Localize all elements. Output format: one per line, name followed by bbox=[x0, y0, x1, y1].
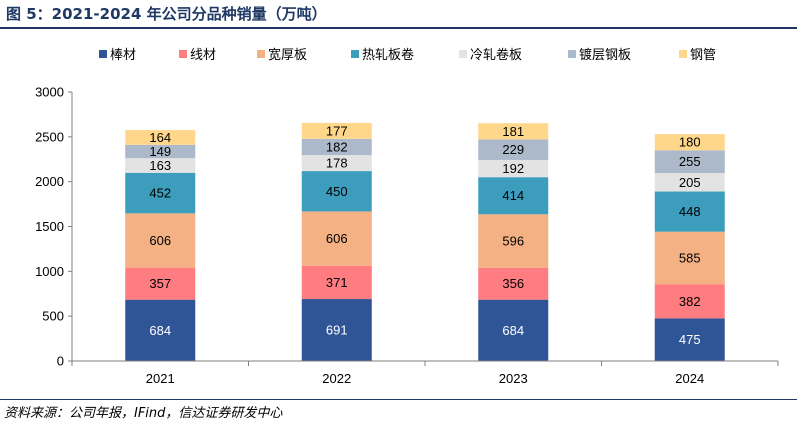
data-label: 448 bbox=[679, 204, 701, 219]
bar-segment bbox=[654, 134, 725, 151]
data-label: 691 bbox=[326, 323, 348, 338]
bar-segment bbox=[478, 299, 549, 361]
bar-segment bbox=[654, 318, 725, 361]
bar-segment bbox=[125, 144, 196, 159]
data-label: 684 bbox=[502, 323, 524, 338]
legend-label: 钢管 bbox=[690, 48, 716, 63]
source-note: 资料来源：公司年报，IFind，信达证券研发中心 bbox=[4, 406, 283, 421]
bar-segment bbox=[478, 267, 549, 300]
legend-swatch bbox=[257, 50, 265, 58]
bar-segment bbox=[478, 139, 549, 160]
bar-segment bbox=[654, 284, 725, 319]
bar-segment bbox=[125, 213, 196, 268]
bar-stacks: 6843576064521631491646913716064501781821… bbox=[125, 122, 725, 361]
legend-label: 镀层钢板 bbox=[579, 47, 631, 63]
legend-swatch bbox=[99, 50, 107, 58]
data-label: 163 bbox=[149, 158, 171, 173]
legend-label: 热轧板卷 bbox=[362, 47, 414, 63]
data-label: 181 bbox=[502, 124, 524, 139]
bar-segment bbox=[125, 172, 196, 214]
bar-segment bbox=[301, 299, 372, 361]
data-label: 164 bbox=[149, 130, 171, 145]
data-label: 149 bbox=[149, 144, 171, 159]
bar-segment bbox=[125, 130, 196, 145]
source-rule bbox=[0, 399, 797, 400]
data-label: 371 bbox=[326, 275, 348, 290]
y-tick-label: 3000 bbox=[35, 85, 64, 100]
data-label: 414 bbox=[502, 188, 524, 203]
data-label: 596 bbox=[502, 234, 524, 249]
bar-segment bbox=[125, 158, 196, 173]
data-label: 684 bbox=[149, 323, 171, 338]
data-label: 182 bbox=[326, 139, 348, 154]
title-rule bbox=[0, 27, 797, 29]
data-label: 255 bbox=[679, 154, 701, 169]
legend-label: 冷轧卷板 bbox=[470, 47, 522, 63]
data-label: 229 bbox=[502, 142, 524, 157]
bar-segment bbox=[654, 173, 725, 192]
bar-segment bbox=[478, 214, 549, 268]
y-tick-label: 2500 bbox=[35, 129, 64, 144]
data-label: 382 bbox=[679, 294, 701, 309]
bar-segment bbox=[478, 177, 549, 215]
bar-segment bbox=[301, 211, 372, 266]
data-label: 177 bbox=[326, 123, 348, 138]
legend-label: 棒材 bbox=[110, 48, 136, 63]
y-tick-label: 2000 bbox=[35, 174, 64, 189]
x-tick-label: 2021 bbox=[146, 371, 175, 386]
y-tick-label: 500 bbox=[42, 309, 64, 324]
data-label: 192 bbox=[502, 161, 524, 176]
bar-segment bbox=[301, 171, 372, 212]
legend-label: 宽厚板 bbox=[268, 47, 307, 63]
chart-legend: 棒材 线材 宽厚板 热轧板卷 冷轧卷板 镀层钢板 钢管 bbox=[99, 47, 716, 63]
y-axis: 0 500 1000 1500 2000 2500 3000 bbox=[35, 85, 73, 369]
data-label: 452 bbox=[149, 186, 171, 201]
bar-segment bbox=[301, 138, 372, 156]
y-tick-label: 0 bbox=[57, 354, 64, 369]
y-tick-label: 1000 bbox=[35, 264, 64, 279]
data-label: 450 bbox=[326, 184, 348, 199]
data-label: 475 bbox=[679, 332, 701, 347]
data-label: 178 bbox=[326, 156, 348, 171]
legend-swatch bbox=[179, 50, 187, 58]
legend-swatch bbox=[459, 50, 467, 58]
bar-segment bbox=[301, 155, 372, 172]
x-tick-label: 2023 bbox=[499, 371, 528, 386]
bar-segment bbox=[301, 265, 372, 300]
x-axis: 2021 2022 2023 2024 bbox=[71, 360, 779, 386]
bar-segment bbox=[654, 150, 725, 174]
legend-label: 线材 bbox=[190, 48, 216, 63]
legend-swatch bbox=[679, 50, 687, 58]
x-tick-label: 2022 bbox=[322, 371, 351, 386]
data-label: 606 bbox=[149, 233, 171, 248]
bar-segment bbox=[125, 299, 196, 361]
data-label: 357 bbox=[149, 276, 171, 291]
bar-segment bbox=[654, 231, 725, 285]
data-label: 356 bbox=[502, 276, 524, 291]
figure-title: 图 5：2021-2024 年公司分品种销量（万吨） bbox=[6, 5, 327, 23]
bar-segment bbox=[301, 122, 372, 139]
bar-segment bbox=[654, 191, 725, 232]
bar-segment bbox=[478, 123, 549, 140]
legend-swatch bbox=[351, 50, 359, 58]
x-tick-label: 2024 bbox=[675, 371, 704, 386]
bar-segment bbox=[125, 267, 196, 300]
data-label: 585 bbox=[679, 250, 701, 265]
data-label: 180 bbox=[679, 135, 701, 150]
legend-swatch bbox=[568, 50, 576, 58]
y-tick-label: 1500 bbox=[35, 219, 64, 234]
data-label: 606 bbox=[326, 231, 348, 246]
data-label: 205 bbox=[679, 175, 701, 190]
bar-segment bbox=[478, 159, 549, 178]
